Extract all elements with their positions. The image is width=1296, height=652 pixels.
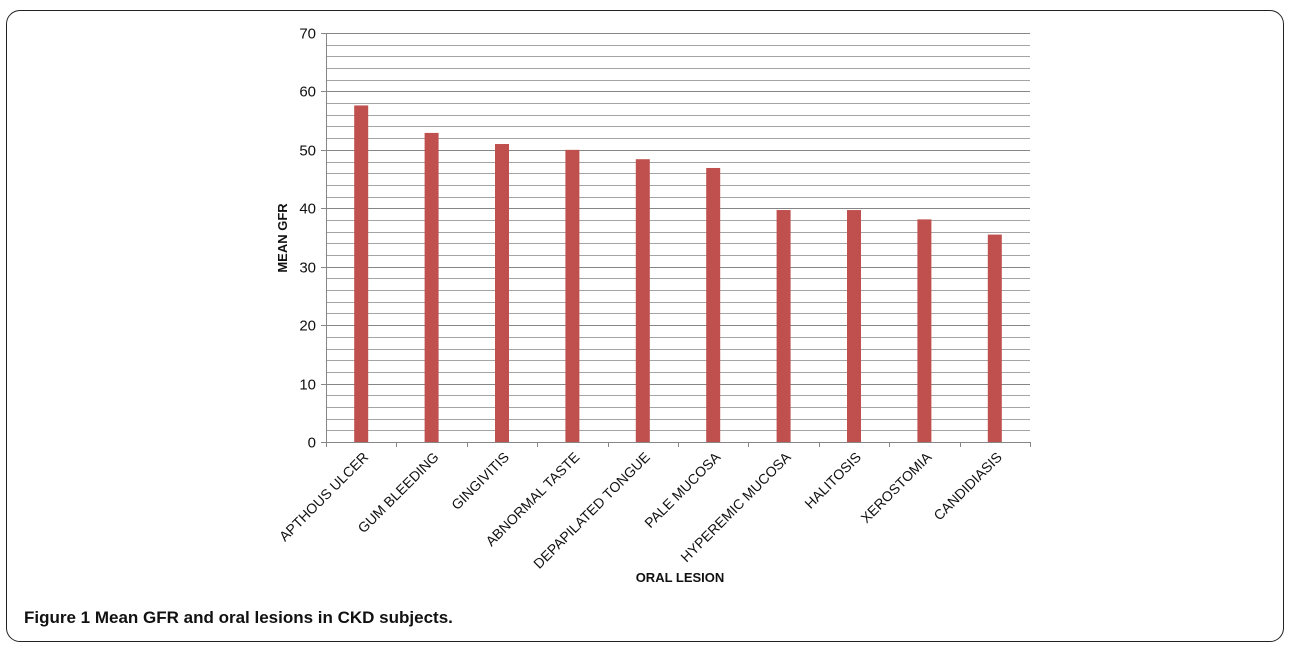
bar <box>776 210 791 442</box>
bar <box>495 144 509 442</box>
y-tick-label: 40 <box>299 201 316 218</box>
bar <box>987 234 1002 442</box>
x-tick-label: GINGIVITIS <box>448 449 512 513</box>
y-axis-label: MEAN GFR <box>275 203 290 273</box>
y-tick-label: 10 <box>299 377 316 394</box>
figure-caption-text: Mean GFR and oral lesions in CKD subject… <box>94 608 453 627</box>
y-tick-label: 50 <box>299 143 316 160</box>
y-tick-label: 60 <box>299 84 316 101</box>
axes <box>321 33 1031 447</box>
bar <box>847 210 861 442</box>
y-tick-label: 30 <box>299 260 316 277</box>
bar <box>565 149 580 442</box>
bar <box>635 159 650 442</box>
bar <box>424 132 439 443</box>
y-tick-label: 70 <box>299 26 316 43</box>
figure-label: Figure 1 <box>24 608 91 627</box>
y-tick-label: 0 <box>308 435 316 452</box>
x-axis-label: ORAL LESION <box>636 570 725 585</box>
x-tick-label: XEROSTOMIA <box>857 448 935 526</box>
x-tick-label: DEPAPILATED TONGUE <box>530 449 653 572</box>
bar <box>917 219 932 442</box>
bar <box>354 105 369 443</box>
y-tick-labels: 0 10 20 30 40 50 60 70 <box>299 26 316 452</box>
bars <box>354 105 1002 443</box>
y-tick-label: 20 <box>299 318 316 335</box>
x-tick-label: APTHOUS ULCER <box>276 449 371 544</box>
figure-caption: Figure 1 Mean GFR and oral lesions in CK… <box>24 608 453 628</box>
figure-frame <box>6 10 1284 642</box>
bar <box>706 167 721 442</box>
grid-lines <box>326 33 1030 431</box>
x-tick-label: HALITOSIS <box>801 449 864 512</box>
x-tick-label: CANDIDIASIS <box>930 449 1005 524</box>
